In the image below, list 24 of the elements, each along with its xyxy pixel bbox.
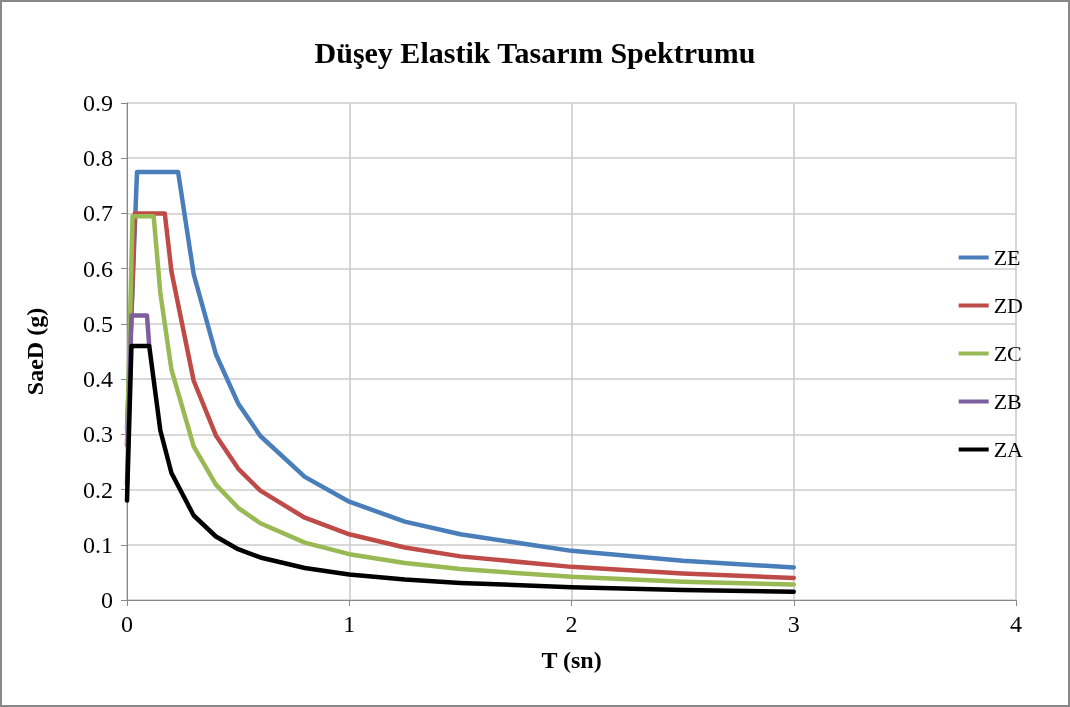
x-tick-label: 3 — [787, 611, 800, 637]
y-tick-label: 0.3 — [83, 421, 113, 448]
y-tick-label: 0.2 — [83, 476, 113, 503]
legend-label: ZB — [993, 389, 1022, 414]
x-axis-title: T (sn) — [541, 647, 602, 673]
legend-label: ZA — [993, 437, 1024, 462]
y-tick-label: 0.4 — [83, 366, 113, 393]
x-tick-label: 0 — [121, 611, 133, 637]
legend-label: ZC — [993, 341, 1022, 366]
x-tick-label: 1 — [343, 611, 356, 637]
legend-label: ZD — [993, 293, 1023, 318]
y-tick-label: 0.8 — [83, 145, 113, 172]
y-tick-label: 0.7 — [83, 200, 113, 227]
x-tick-label: 4 — [1010, 611, 1022, 637]
y-axis-title: SaeD (g) — [22, 307, 48, 396]
y-tick-label: 0.5 — [83, 310, 113, 337]
chart-title: Düşey Elastik Tasarım Spektrumu — [314, 35, 756, 69]
y-tick-label: 0.6 — [83, 255, 113, 282]
y-tick-label: 0.1 — [83, 531, 113, 558]
y-tick-label: 0.9 — [83, 90, 113, 116]
y-tick-label: 0 — [101, 587, 113, 613]
legend-label: ZE — [993, 245, 1021, 270]
x-tick-label: 2 — [565, 611, 578, 637]
line-series — [124, 343, 796, 594]
